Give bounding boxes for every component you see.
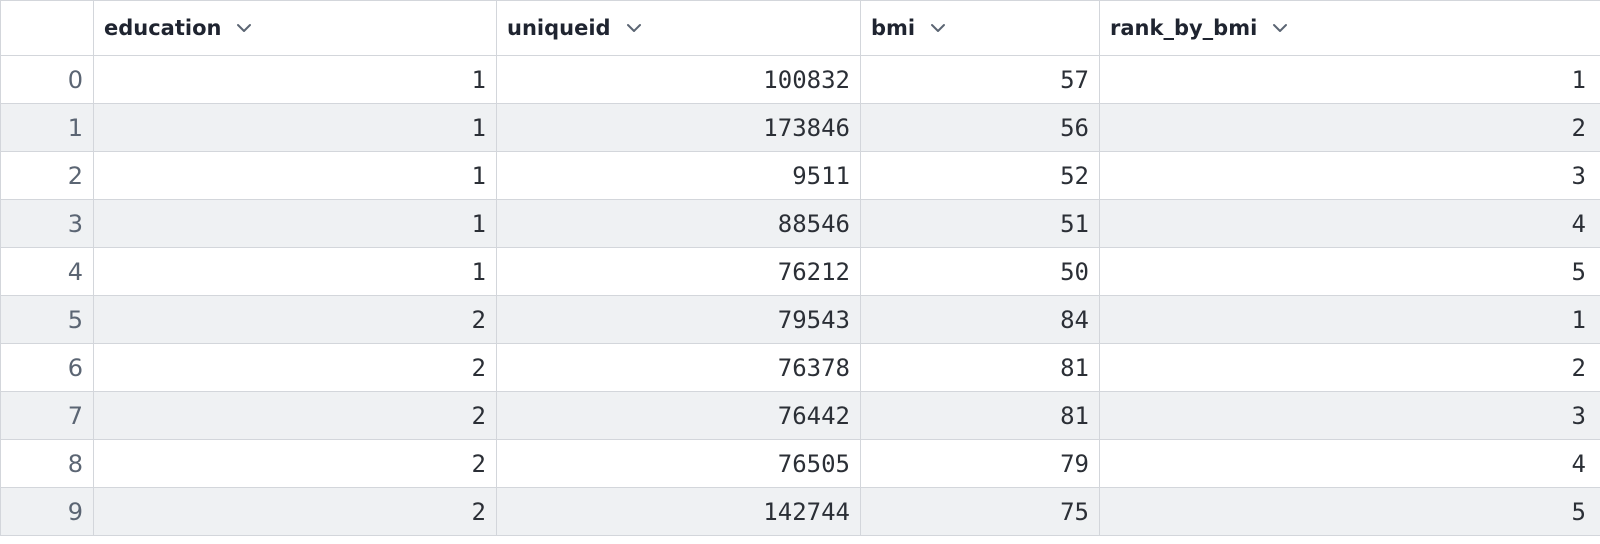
cell-bmi[interactable]: 81 (861, 392, 1100, 439)
cell-rank-by-bmi[interactable]: 5 (1571, 497, 1586, 526)
cell-uniqueid[interactable]: 76212 (497, 248, 861, 295)
column-header-label: education (104, 16, 222, 40)
cell-uniqueid[interactable]: 76442 (497, 392, 861, 439)
row-index: 7 (0, 392, 94, 439)
cell-bmi[interactable]: 57 (861, 56, 1100, 103)
column-header-label: bmi (871, 16, 916, 40)
column-header-label: rank_by_bmi (1110, 16, 1258, 40)
cell-uniqueid[interactable]: 9511 (497, 152, 861, 199)
cell-rank-by-bmi[interactable]: 4 (1571, 449, 1586, 478)
row-index: 2 (0, 152, 94, 199)
cell-bmi[interactable]: 75 (861, 488, 1100, 535)
cell-education[interactable]: 2 (94, 392, 497, 439)
cell-uniqueid[interactable]: 100832 (497, 56, 861, 103)
table-row: 7 2 76442 81 3 (0, 392, 1600, 440)
column-header-rank-by-bmi[interactable]: rank_by_bmi (1100, 1, 1600, 55)
cell-bmi[interactable]: 81 (861, 344, 1100, 391)
row-index: 8 (0, 440, 94, 487)
cell-rank-by-bmi[interactable]: 3 (1571, 401, 1586, 430)
cell-bmi[interactable]: 52 (861, 152, 1100, 199)
table-row: 0 1 100832 57 1 (0, 56, 1600, 104)
cell-uniqueid[interactable]: 88546 (497, 200, 861, 247)
row-index: 9 (0, 488, 94, 535)
chevron-down-icon[interactable] (625, 19, 643, 37)
column-header-uniqueid[interactable]: uniqueid (497, 1, 861, 55)
cell-uniqueid[interactable]: 76378 (497, 344, 861, 391)
cell-rank-by-bmi[interactable]: 1 (1571, 65, 1586, 94)
cell-education[interactable]: 2 (94, 344, 497, 391)
cell-education[interactable]: 2 (94, 296, 497, 343)
cell-rank-by-bmi[interactable]: 2 (1571, 353, 1586, 382)
index-header (0, 1, 94, 55)
cell-education[interactable]: 1 (94, 104, 497, 151)
cell-education[interactable]: 2 (94, 488, 497, 535)
chevron-down-icon[interactable] (1271, 19, 1289, 37)
table-row: 3 1 88546 51 4 (0, 200, 1600, 248)
cell-rank-by-bmi[interactable]: 3 (1571, 161, 1586, 190)
row-index: 0 (0, 56, 94, 103)
cell-uniqueid[interactable]: 173846 (497, 104, 861, 151)
cell-rank-by-bmi[interactable]: 4 (1571, 209, 1586, 238)
cell-rank-by-bmi[interactable]: 2 (1571, 113, 1586, 142)
cell-education[interactable]: 2 (94, 440, 497, 487)
row-index: 3 (0, 200, 94, 247)
cell-uniqueid[interactable]: 79543 (497, 296, 861, 343)
cell-bmi[interactable]: 84 (861, 296, 1100, 343)
table-row: 6 2 76378 81 2 (0, 344, 1600, 392)
row-index: 6 (0, 344, 94, 391)
cell-uniqueid[interactable]: 142744 (497, 488, 861, 535)
row-index: 4 (0, 248, 94, 295)
row-index: 5 (0, 296, 94, 343)
cell-bmi[interactable]: 56 (861, 104, 1100, 151)
cell-bmi[interactable]: 51 (861, 200, 1100, 247)
table-header-row: education uniqueid bmi rank_by_bmi (0, 1, 1600, 56)
table-row: 4 1 76212 50 5 (0, 248, 1600, 296)
table-row: 2 1 9511 52 3 (0, 152, 1600, 200)
table-row: 1 1 173846 56 2 (0, 104, 1600, 152)
column-header-bmi[interactable]: bmi (861, 1, 1100, 55)
chevron-down-icon[interactable] (929, 19, 947, 37)
table-row: 9 2 142744 75 5 (0, 488, 1600, 536)
cell-bmi[interactable]: 79 (861, 440, 1100, 487)
cell-education[interactable]: 1 (94, 200, 497, 247)
row-index: 1 (0, 104, 94, 151)
chevron-down-icon[interactable] (235, 19, 253, 37)
column-header-education[interactable]: education (94, 1, 497, 55)
cell-education[interactable]: 1 (94, 56, 497, 103)
cell-rank-by-bmi[interactable]: 1 (1571, 305, 1586, 334)
table-row: 5 2 79543 84 1 (0, 296, 1600, 344)
cell-bmi[interactable]: 50 (861, 248, 1100, 295)
cell-education[interactable]: 1 (94, 248, 497, 295)
table-row: 8 2 76505 79 4 (0, 440, 1600, 488)
cell-education[interactable]: 1 (94, 152, 497, 199)
cell-rank-by-bmi[interactable]: 5 (1571, 257, 1586, 286)
cell-uniqueid[interactable]: 76505 (497, 440, 861, 487)
column-header-label: uniqueid (507, 16, 611, 40)
